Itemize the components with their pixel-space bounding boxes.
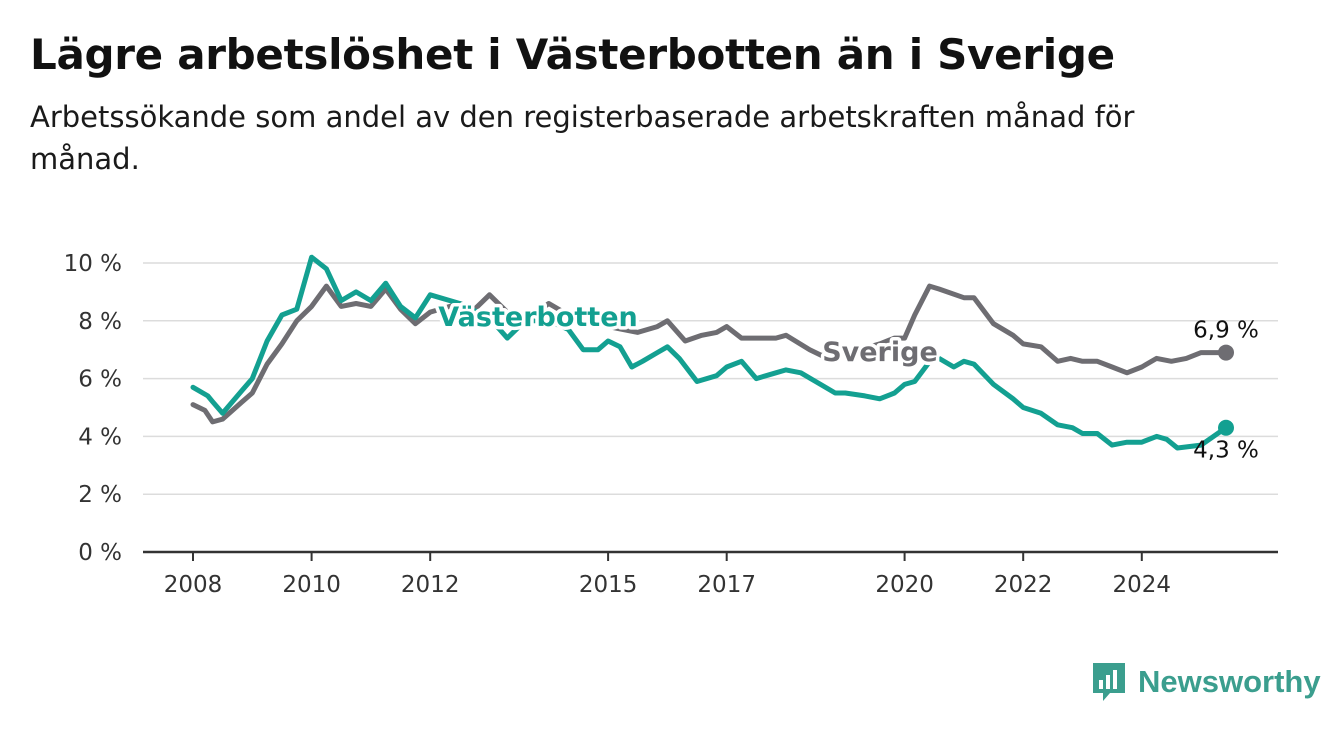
end-point-marker xyxy=(1218,419,1234,436)
y-tick-label: 8 % xyxy=(78,309,122,335)
brand-name: Newsworthy xyxy=(1138,664,1321,699)
series-lines xyxy=(190,254,1234,451)
x-tick-label: 2017 xyxy=(697,572,756,598)
series-line-sverige xyxy=(190,283,1229,425)
y-tick-label: 2 % xyxy=(78,482,122,508)
newsworthy-logo: Newsworthy xyxy=(1090,660,1321,704)
x-axis-ticks: 2008 2010 2012 2015 2017 2020 2022 2024 xyxy=(164,552,1171,598)
series-labels: 6,9 % 4,3 % Sverige Västerbotten xyxy=(435,299,1259,464)
chart-subtitle: Arbetssökande som andel av den registerb… xyxy=(30,100,1135,176)
x-tick-label: 2020 xyxy=(875,572,934,598)
y-tick-label: 10 % xyxy=(64,251,122,277)
series-name-label: Sverige xyxy=(822,337,938,368)
x-tick-label: 2024 xyxy=(1113,572,1172,598)
x-tick-label: 2022 xyxy=(994,572,1053,598)
bar-chart-flag-icon xyxy=(1093,663,1125,701)
y-tick-label: 4 % xyxy=(78,424,122,450)
end-point-marker xyxy=(1218,344,1234,361)
x-tick-label: 2010 xyxy=(282,572,341,598)
y-axis-ticks: 0 % 2 % 4 % 6 % 8 % 10 % xyxy=(64,251,122,566)
x-tick-label: 2012 xyxy=(401,572,460,598)
chart-title: Lägre arbetslöshet i Västerbotten än i S… xyxy=(30,30,1115,79)
series-name-label: Västerbotten xyxy=(438,302,637,333)
end-value-label: 4,3 % xyxy=(1193,438,1259,464)
series-line-vasterbotten xyxy=(190,254,1229,451)
x-tick-label: 2015 xyxy=(579,572,638,598)
end-value-label: 6,9 % xyxy=(1193,318,1259,344)
y-tick-label: 0 % xyxy=(78,540,122,566)
x-tick-label: 2008 xyxy=(164,572,223,598)
y-tick-label: 6 % xyxy=(78,367,122,393)
